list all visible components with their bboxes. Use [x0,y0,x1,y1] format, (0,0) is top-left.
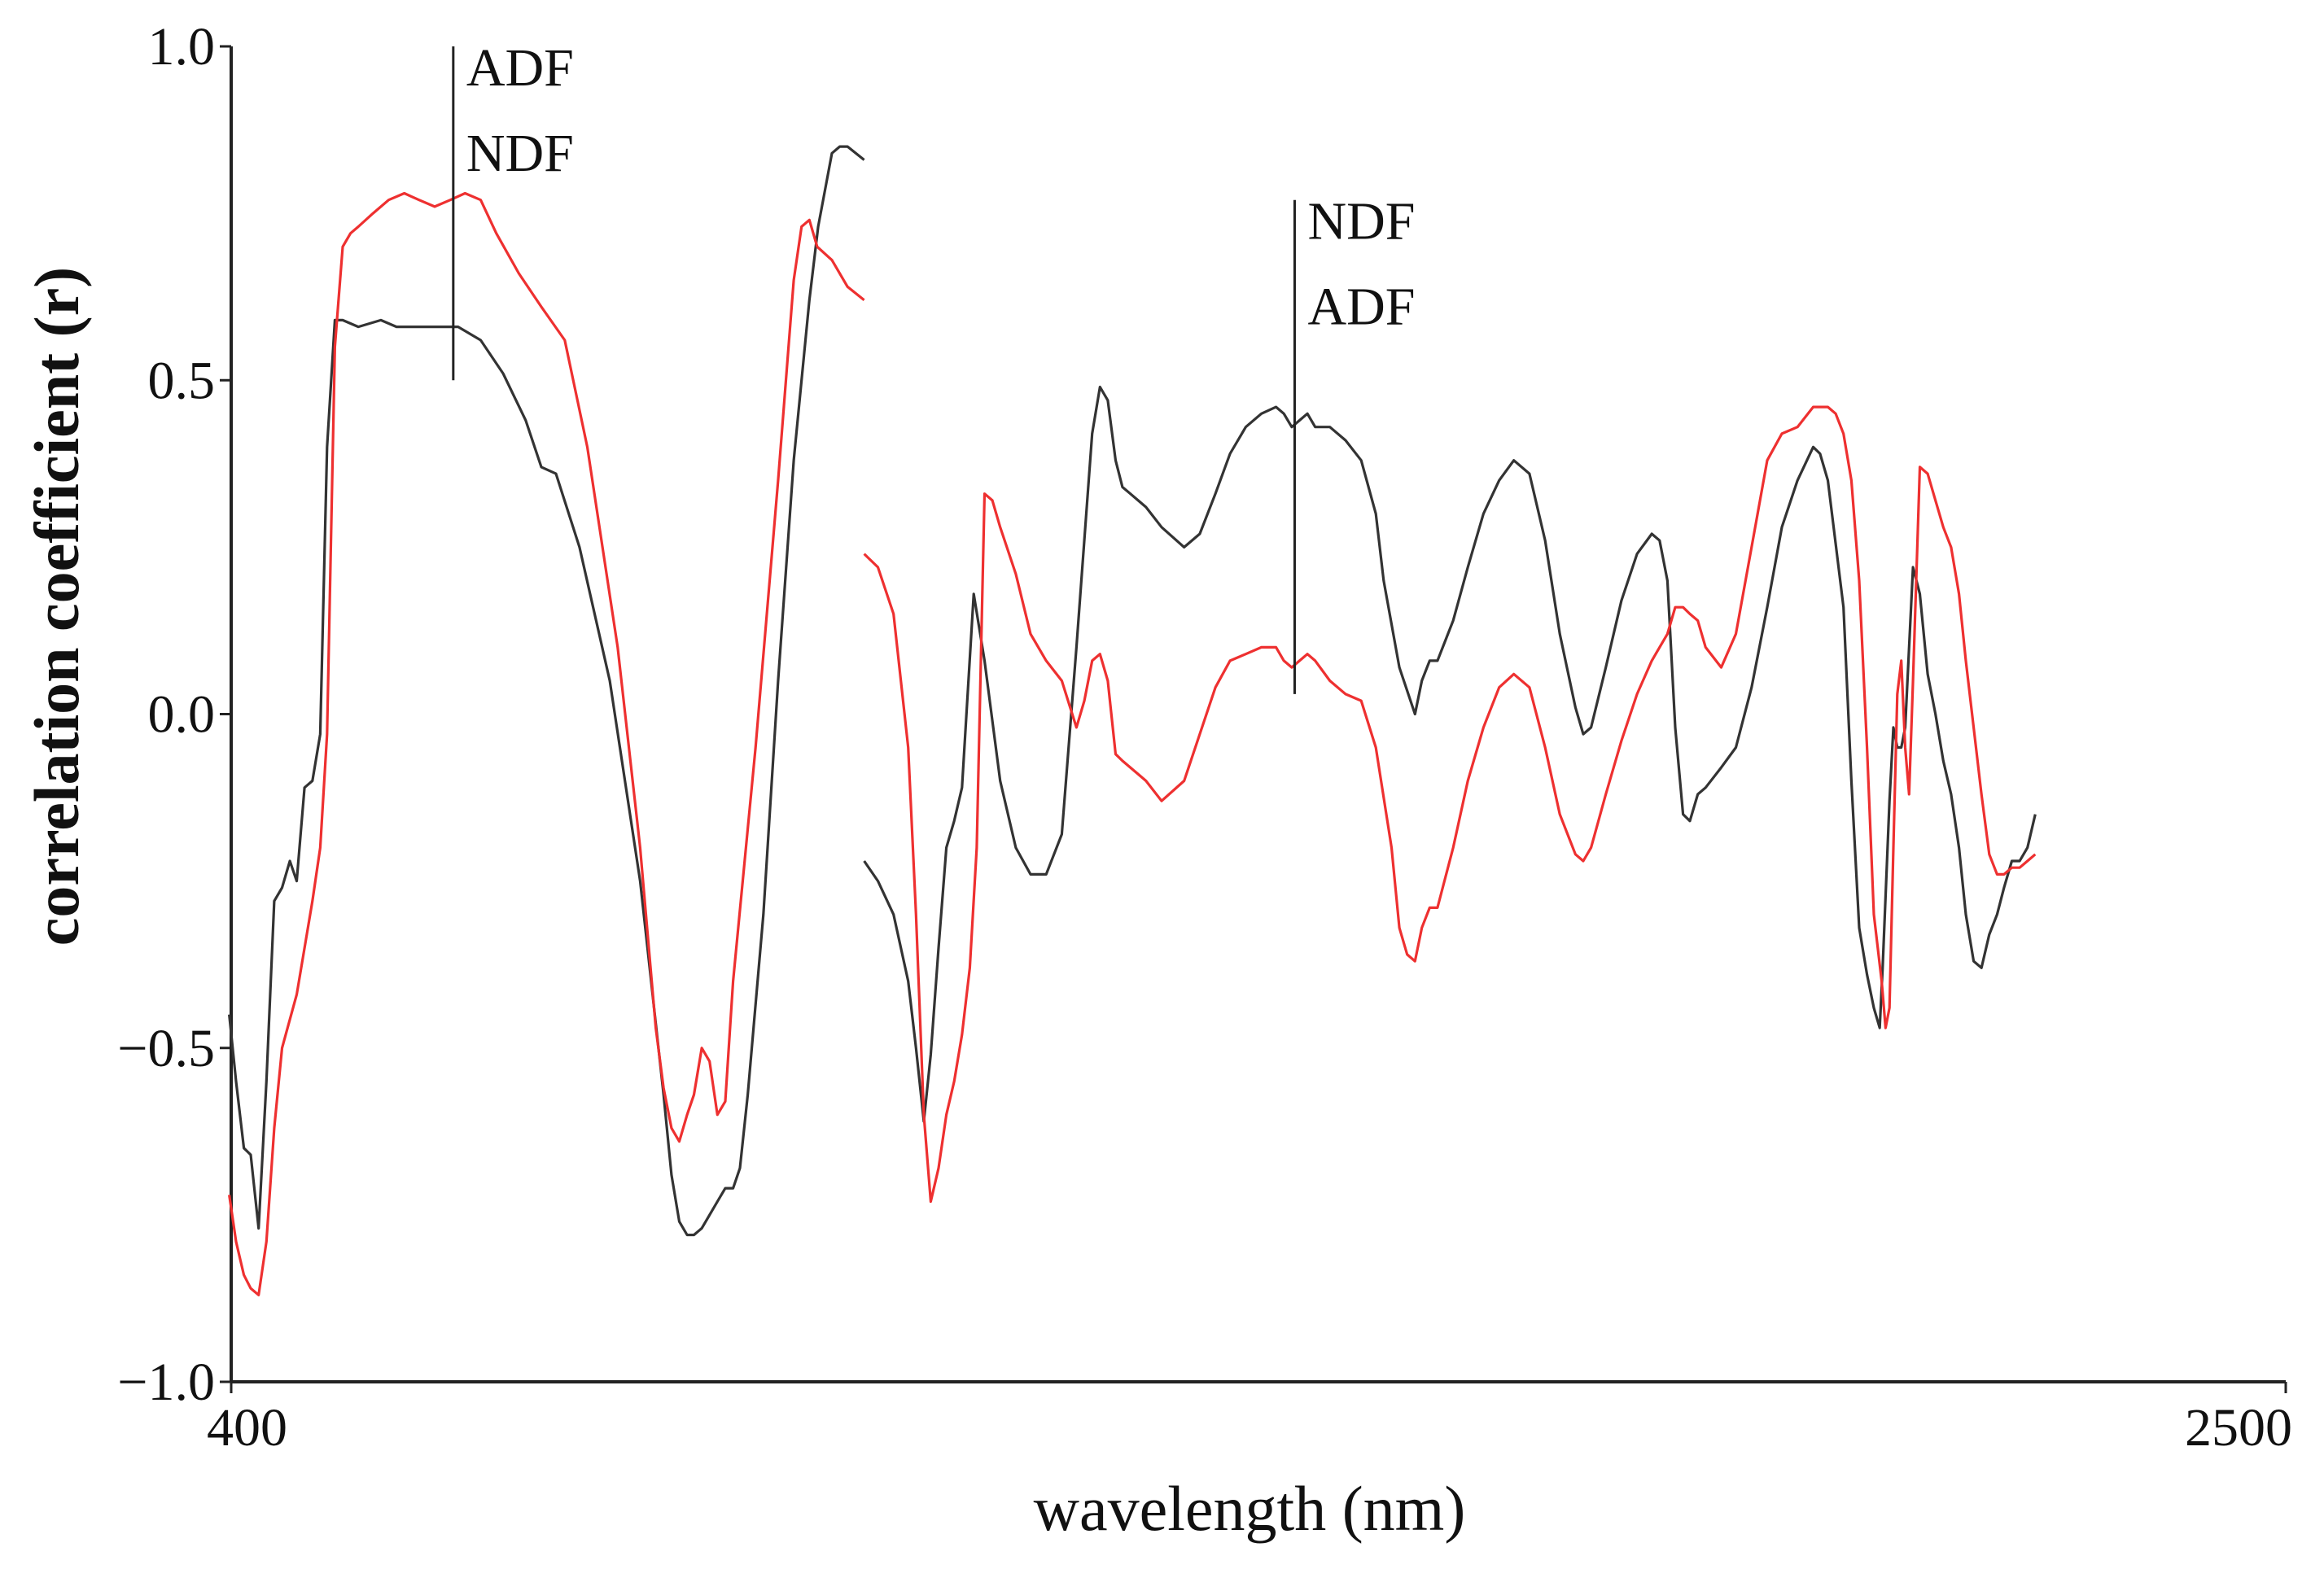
x-tick-label: 2500 [2185,1398,2292,1458]
annotation-label: ADF [466,38,574,98]
series-red-line [228,191,865,1296]
x-tick-label: 400 [207,1398,287,1458]
y-tick-label: −0.5 [117,1019,215,1078]
annotation-label: NDF [1307,192,1415,251]
y-tick-label: 0.5 [148,351,216,410]
series-red-line [863,405,2037,1204]
annotation-label: NDF [466,124,574,183]
y-tick-label: 0.0 [148,685,216,745]
series-group [228,145,2037,1296]
annotation-label: ADF [1307,278,1415,337]
annotations: ADF NDF NDF ADF [452,38,1416,694]
y-axis-title: correlation coefficient (r) [21,267,92,946]
y-tick-label: −1.0 [117,1353,215,1412]
y-tick-label: 1.0 [148,17,216,76]
series-dark-line [863,385,2037,1123]
series-dark-line [228,145,865,1237]
x-axis-title: wavelength (nm) [1034,1473,1466,1544]
